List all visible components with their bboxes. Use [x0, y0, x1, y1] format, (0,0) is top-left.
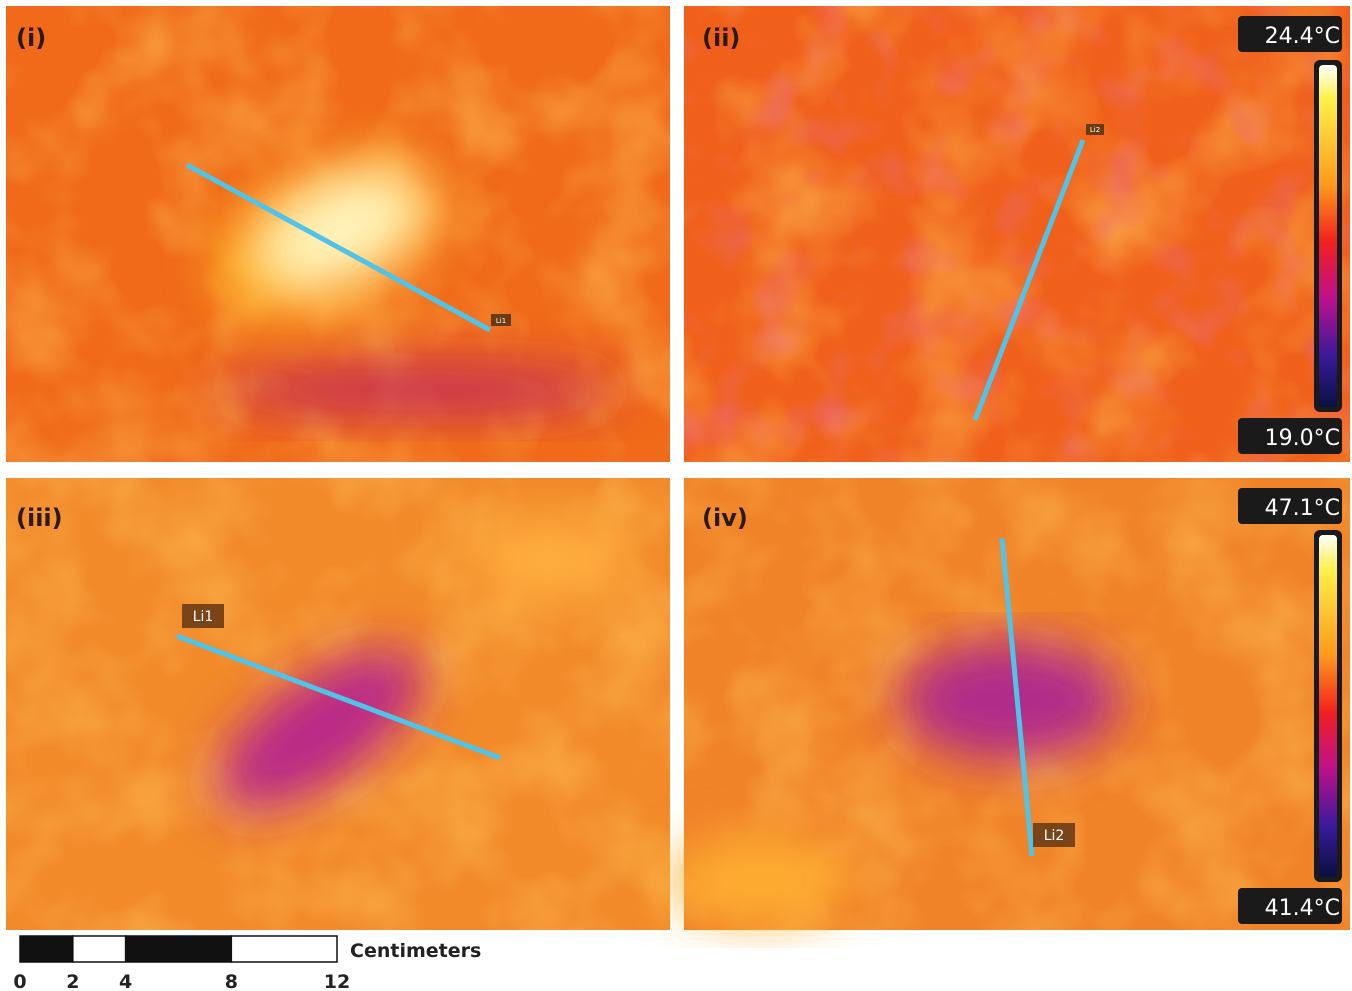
panel: Li2 (iv) 47.1°C 41.4°C: [670, 478, 1350, 930]
scale-min: 41.4°C: [1265, 896, 1340, 921]
panel-label: (iii): [16, 504, 63, 532]
line-label: Li1: [193, 609, 214, 625]
scale-max: 47.1°C: [1265, 496, 1340, 521]
scale-tick-label: 2: [66, 971, 79, 991]
panel: Li1 (iii): [6, 478, 670, 930]
scale-segment: [73, 936, 126, 962]
scale-tick-label: 8: [225, 971, 238, 991]
line-label: Li2: [1090, 126, 1100, 134]
scale-segment: [20, 936, 73, 962]
figure: Li1 (i) Li2 (ii) 24.4°C 19.0°C Li1 (iii): [0, 0, 1352, 991]
panel-label: (iv): [702, 504, 748, 532]
panel-label: (ii): [702, 24, 740, 52]
scale-segment: [231, 936, 337, 962]
scale-tick-label: 0: [13, 971, 26, 991]
scale-max: 24.4°C: [1265, 24, 1340, 49]
line-label: Li1: [496, 317, 506, 325]
panel: Li2 (ii) 24.4°C 19.0°C: [684, 6, 1350, 462]
line-label: Li2: [1044, 828, 1065, 844]
panel-label: (i): [16, 24, 46, 52]
scale-tick-label: 12: [324, 971, 350, 991]
panel: Li1 (i): [6, 6, 670, 462]
scale-bar: Centimeters 0 2 4 8 12: [13, 936, 481, 991]
scale-segment: [126, 936, 232, 962]
scale-unit: Centimeters: [350, 940, 481, 962]
scale-tick-label: 4: [119, 971, 132, 991]
scale-min: 19.0°C: [1265, 426, 1340, 451]
